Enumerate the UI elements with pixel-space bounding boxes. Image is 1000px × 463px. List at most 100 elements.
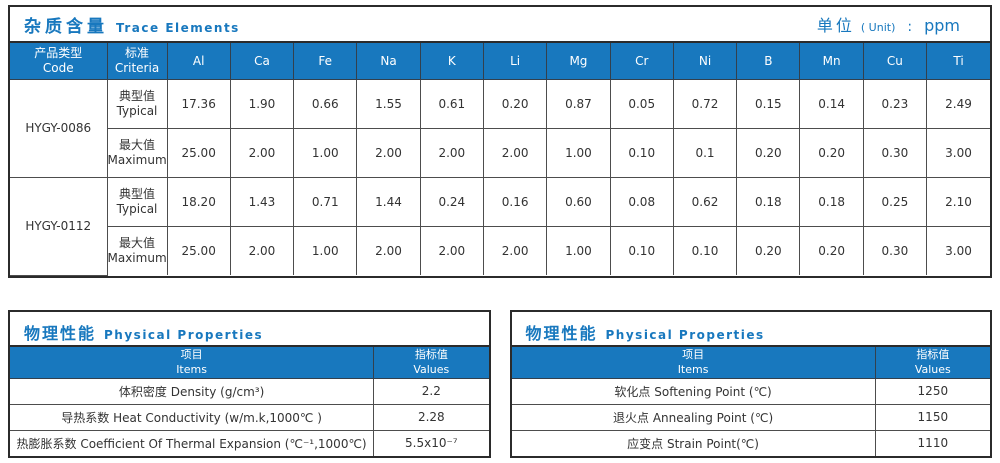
value-cell: 2.28 <box>373 403 489 431</box>
physical-right-titlebar: 物理性能 Physical Properties <box>511 312 990 347</box>
value-cell: 0.10 <box>609 127 674 178</box>
column-header-element-ti: Ti <box>926 43 990 80</box>
value-cell: 0.08 <box>609 176 674 227</box>
value-cell: 2.00 <box>482 127 548 178</box>
column-header-items: 项目 Items <box>511 347 876 379</box>
value-cell: 2.00 <box>356 127 421 178</box>
value-cell: 0.71 <box>293 176 358 227</box>
criteria-label-en: Maximum <box>107 152 167 167</box>
criteria-label-cn: 典型值 <box>118 186 155 201</box>
section-title-en: Physical Properties <box>605 328 765 342</box>
value-cell: 0.20 <box>736 127 801 178</box>
unit-colon: : <box>907 19 913 35</box>
value-cell: 0.15 <box>736 78 801 129</box>
column-header-items-cn: 项目 <box>180 348 203 362</box>
criteria-label-cn: 典型值 <box>118 88 155 103</box>
value-cell: 1.00 <box>546 225 611 275</box>
criteria-label-cn: 最大值 <box>118 137 155 152</box>
value-cell: 1.00 <box>546 127 611 178</box>
column-header-values: 指标值 Values <box>373 347 489 379</box>
column-header-values-cn: 指标值 <box>414 348 448 362</box>
column-header-values-en: Values <box>413 363 450 377</box>
value-cell: 0.16 <box>482 176 548 227</box>
physical-right-table: 项目 Items 指标值 Values 软化点 Softening Point … <box>511 347 990 456</box>
value-cell: 0.61 <box>419 78 484 129</box>
section-title-en: Physical Properties <box>104 328 264 342</box>
value-cell: 2.00 <box>229 225 295 275</box>
value-cell: 0.18 <box>799 176 864 227</box>
value-cell: 5.5x10⁻⁷ <box>373 429 489 456</box>
item-cell: 应变点 Strain Point(℃) <box>511 429 876 456</box>
physical-left-table: 项目 Items 指标值 Values 体积密度 Density (g/cm³)… <box>10 347 489 456</box>
criteria-label-en: Typical <box>116 201 158 216</box>
value-cell: 2.2 <box>373 377 489 405</box>
column-header-code-cn: 产品类型 <box>34 45 83 60</box>
column-header-items-en: Items <box>677 363 709 377</box>
column-header-values-cn: 指标值 <box>916 348 950 362</box>
trace-header-row: 产品类型 Code 标准 Criteria Al Ca Fe Na K Li M… <box>10 43 990 80</box>
table-row-density: 体积密度 Density (g/cm³) 2.2 <box>10 377 489 405</box>
value-cell: 1.00 <box>293 127 358 178</box>
column-header-criteria-en: Criteria <box>114 60 160 75</box>
table-row-softening-point: 软化点 Softening Point (℃) 1250 <box>511 377 990 405</box>
value-cell: 0.72 <box>672 78 738 129</box>
item-cell: 热膨胀系数 Coefficient Of Thermal Expansion (… <box>10 429 375 456</box>
value-cell: 17.36 <box>166 78 231 129</box>
column-header-element-ca: Ca <box>229 43 295 80</box>
value-cell: 0.20 <box>799 127 864 178</box>
product-code-cell: HYGY-0086 <box>10 78 108 178</box>
value-cell: 18.20 <box>166 176 231 227</box>
value-cell: 0.25 <box>862 176 928 227</box>
value-cell: 0.10 <box>672 225 738 275</box>
value-cell: 0.05 <box>609 78 674 129</box>
criteria-cell: 典型值 Typical <box>106 176 168 227</box>
value-cell: 2.00 <box>229 127 295 178</box>
column-header-element-al: Al <box>166 43 231 80</box>
criteria-cell: 典型值 Typical <box>106 78 168 129</box>
criteria-label-cn: 最大值 <box>118 235 155 250</box>
criteria-label-en: Typical <box>116 103 158 118</box>
table-row-heat-conductivity: 导热系数 Heat Conductivity (w/m.k,1000℃ ) 2.… <box>10 403 489 431</box>
value-cell: 1.44 <box>356 176 421 227</box>
value-cell: 1150 <box>874 403 990 431</box>
value-cell: 0.30 <box>862 127 928 178</box>
column-header-element-fe: Fe <box>293 43 358 80</box>
column-header-items-cn: 项目 <box>682 348 705 362</box>
value-cell: 2.00 <box>356 225 421 275</box>
physical-left-titlebar: 物理性能 Physical Properties <box>10 312 489 347</box>
physical-properties-left-section: 物理性能 Physical Properties 项目 Items 指标值 Va… <box>8 310 491 458</box>
value-cell: 1.43 <box>229 176 295 227</box>
section-title-cn: 物理性能 <box>24 324 97 343</box>
value-cell: 1.55 <box>356 78 421 129</box>
product-code-cell: HYGY-0112 <box>10 176 108 276</box>
value-cell: 0.20 <box>482 78 548 129</box>
column-header-element-k: K <box>419 43 484 80</box>
column-header-criteria: 标准 Criteria <box>106 43 168 80</box>
section-title-en: Trace Elements <box>116 20 240 35</box>
item-cell: 导热系数 Heat Conductivity (w/m.k,1000℃ ) <box>10 403 375 431</box>
section-title-cn: 杂质含量 <box>24 16 108 37</box>
column-header-code-en: Code <box>42 60 74 75</box>
table-row-0086-typical: HYGY-0086 典型值 Typical 17.36 1.90 0.66 1.… <box>10 78 990 178</box>
value-cell: 0.20 <box>799 225 864 275</box>
value-cell: 2.00 <box>419 127 484 178</box>
value-cell: 0.18 <box>736 176 801 227</box>
criteria-label-en: Maximum <box>107 250 167 265</box>
column-header-criteria-cn: 标准 <box>124 45 149 60</box>
unit-value: ppm <box>924 16 960 35</box>
value-cell: 1.90 <box>229 78 295 129</box>
column-header-element-b: B <box>736 43 801 80</box>
trace-elements-table: 产品类型 Code 标准 Criteria Al Ca Fe Na K Li M… <box>10 43 990 276</box>
column-header-values-en: Values <box>914 363 951 377</box>
value-cell: 25.00 <box>166 127 231 178</box>
item-cell: 退火点 Annealing Point (℃) <box>511 403 876 431</box>
table-row-0112-typical: HYGY-0112 典型值 Typical 18.20 1.43 0.71 1.… <box>10 176 990 276</box>
column-header-element-ni: Ni <box>672 43 738 80</box>
value-cell: 2.00 <box>419 225 484 275</box>
value-cell: 25.00 <box>166 225 231 275</box>
item-cell: 体积密度 Density (g/cm³) <box>10 377 375 405</box>
table-row-annealing-point: 退火点 Annealing Point (℃) 1150 <box>511 403 990 431</box>
column-header-items: 项目 Items <box>10 347 375 379</box>
trace-elements-section: 杂质含量 Trace Elements 单位 ( Unit) : ppm 产品类… <box>8 5 992 278</box>
value-cell: 0.23 <box>862 78 928 129</box>
